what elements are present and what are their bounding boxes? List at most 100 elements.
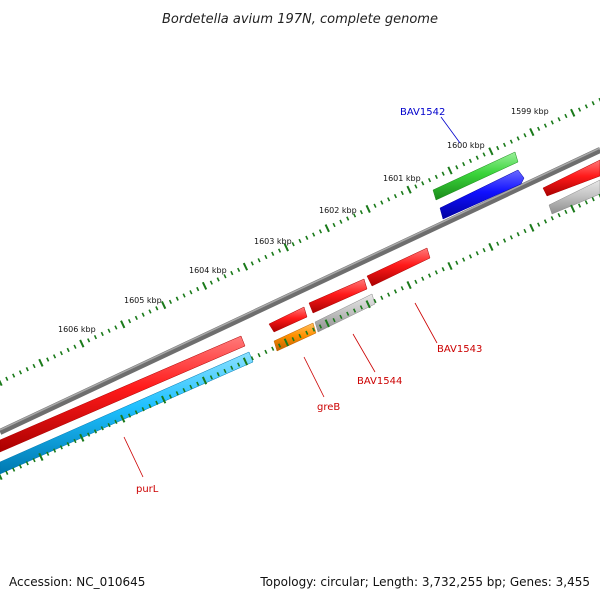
- outer-tick: [488, 147, 494, 156]
- gene-feature-greb[interactable]: [268, 306, 308, 333]
- gene-feature-purl[interactable]: [0, 335, 246, 453]
- outer-tick: [516, 136, 520, 141]
- outer-tick: [87, 338, 91, 343]
- outer-tick: [168, 299, 173, 305]
- gene-label-bav1543[interactable]: BAV1543: [437, 344, 482, 355]
- inner-tick: [447, 261, 453, 271]
- inner-tick: [291, 337, 295, 342]
- outer-tick: [201, 281, 208, 290]
- inner-tick: [209, 375, 213, 380]
- inner-tick: [537, 222, 541, 227]
- outer-tick: [543, 123, 548, 128]
- outer-tick: [427, 177, 432, 183]
- outer-tick: [25, 367, 29, 372]
- outer-tick: [271, 251, 275, 256]
- accession-text: Accession: NC_010645: [9, 575, 145, 589]
- outer-tick: [250, 261, 254, 266]
- outer-tick: [189, 290, 193, 295]
- inner-tick: [148, 403, 152, 409]
- inner-tick: [543, 219, 548, 224]
- inner-tick: [100, 426, 104, 431]
- inner-tick: [332, 317, 336, 323]
- gene-label-greb[interactable]: greB: [317, 402, 340, 413]
- outer-tick: [73, 344, 77, 349]
- outer-tick: [529, 127, 535, 137]
- outer-tick: [502, 142, 507, 148]
- outer-tick: [120, 320, 126, 329]
- gene-label-purl[interactable]: purL: [136, 484, 159, 495]
- outer-tick: [421, 181, 425, 186]
- gene-feature-bav1544[interactable]: [308, 278, 368, 314]
- gene-labels: BAV1542 BAV1543 BAV1544 greB purL: [136, 107, 482, 495]
- inner-tick: [0, 473, 3, 481]
- inner-tick: [550, 216, 554, 221]
- gene-label-bav1542[interactable]: BAV1542: [400, 107, 445, 118]
- outer-tick: [209, 280, 213, 285]
- gene-feature-bav1543[interactable]: [366, 247, 431, 287]
- inner-tick: [557, 212, 561, 218]
- gene-feature-orange[interactable]: [273, 322, 317, 352]
- inner-tick: [475, 251, 479, 256]
- inner-tick: [529, 223, 535, 232]
- gene-feature-bav1542[interactable]: [439, 169, 525, 220]
- inner-tick: [346, 311, 350, 316]
- scale-label-1601: 1601 kbp: [383, 174, 421, 183]
- outer-tick: [584, 104, 588, 109]
- gene-feature-cyan[interactable]: [0, 351, 254, 475]
- outer-tick: [455, 165, 459, 170]
- outer-tick: [346, 216, 350, 221]
- outer-tick: [577, 107, 582, 112]
- outer-tick: [32, 363, 36, 369]
- inner-tick: [155, 400, 159, 405]
- gene-feature-green[interactable]: [432, 151, 519, 201]
- inner-tick: [242, 357, 249, 366]
- outer-tick: [324, 224, 330, 233]
- inner-tick: [12, 467, 16, 472]
- inner-tick: [46, 451, 50, 456]
- inner-tick: [201, 376, 208, 385]
- inner-tick: [32, 457, 36, 463]
- outer-tick: [46, 357, 50, 362]
- inner-tick: [482, 247, 486, 253]
- outer-tick: [134, 315, 138, 321]
- outer-tick: [365, 204, 371, 214]
- outer-tick: [509, 139, 513, 144]
- outer-tick: [161, 301, 167, 310]
- outer-tick: [230, 270, 234, 276]
- gene-feature-grey-edge[interactable]: [548, 179, 600, 215]
- inner-tick: [591, 197, 595, 202]
- outer-tick: [79, 339, 85, 348]
- outer-tick: [523, 133, 527, 138]
- inner-tick: [223, 368, 227, 374]
- outer-tick: [196, 286, 200, 292]
- outer-tick: [100, 331, 104, 337]
- inner-tick: [509, 235, 513, 240]
- inner-tick: [73, 438, 77, 444]
- inner-tick: [120, 414, 126, 423]
- inner-tick: [168, 394, 173, 399]
- outer-tick: [570, 108, 576, 117]
- outer-tick: [257, 258, 261, 263]
- inner-tick: [359, 305, 363, 310]
- inner-tick: [365, 300, 371, 309]
- scale-label-1599: 1599 kbp: [511, 107, 549, 116]
- outer-tick: [496, 145, 500, 151]
- outer-tick: [298, 238, 302, 244]
- outer-tick: [38, 358, 44, 367]
- gene-feature-red-edge[interactable]: [542, 159, 600, 197]
- scale-label-1603: 1603 kbp: [254, 237, 292, 246]
- inner-tick: [134, 410, 138, 415]
- leader-greb: [303, 356, 325, 398]
- outer-tick: [66, 347, 70, 353]
- outer-tick: [312, 232, 316, 237]
- gene-feature-grey-mid[interactable]: [314, 293, 376, 333]
- gene-label-bav1544[interactable]: BAV1544: [357, 376, 402, 387]
- outer-tick: [537, 126, 541, 131]
- leader-purl: [123, 436, 144, 478]
- outer-tick: [393, 193, 398, 199]
- scale-labels: 1599 kbp 1600 kbp 1601 kbp 1602 kbp 1603…: [58, 107, 549, 334]
- inner-tick: [352, 308, 357, 313]
- outer-tick: [482, 152, 486, 157]
- inner-tick: [237, 362, 241, 367]
